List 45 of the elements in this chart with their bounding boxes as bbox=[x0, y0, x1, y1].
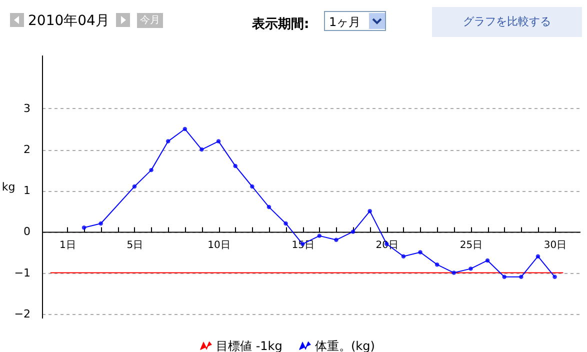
y-tick-label: −2 bbox=[14, 307, 30, 320]
x-tick-label: 30日 bbox=[544, 240, 567, 252]
x-tick-label: 20日 bbox=[376, 240, 399, 252]
x-tick-label: 10日 bbox=[208, 240, 230, 252]
point bbox=[166, 139, 170, 144]
y-tick-label: 1 bbox=[24, 184, 30, 198]
point bbox=[149, 168, 154, 172]
point bbox=[502, 274, 506, 280]
text: グラフを比較する bbox=[432, 7, 582, 37]
text: 表示期間: bbox=[252, 16, 310, 33]
point bbox=[82, 225, 86, 230]
point bbox=[350, 230, 356, 234]
x-tick-label: 5日 bbox=[126, 240, 144, 252]
point bbox=[284, 221, 288, 226]
point bbox=[368, 209, 372, 214]
point bbox=[98, 221, 103, 226]
point bbox=[434, 262, 440, 267]
point bbox=[132, 184, 137, 189]
y-tick-label: 0 bbox=[24, 225, 30, 238]
point bbox=[250, 184, 254, 189]
x-tick-label: 15日 bbox=[292, 240, 314, 252]
point bbox=[552, 274, 557, 280]
x-tick-label: 25日 bbox=[460, 240, 483, 252]
point bbox=[536, 254, 540, 258]
point bbox=[233, 164, 238, 168]
point bbox=[519, 274, 524, 280]
point bbox=[266, 204, 272, 210]
text: 今月 bbox=[137, 13, 163, 28]
point bbox=[200, 147, 204, 152]
point bbox=[182, 126, 188, 132]
y-tick-label: 2 bbox=[24, 143, 30, 156]
point bbox=[334, 238, 338, 242]
point bbox=[216, 139, 221, 144]
point bbox=[452, 270, 456, 275]
y-tick-label: −1 bbox=[14, 266, 30, 280]
y-axis-title: kg bbox=[2, 180, 16, 194]
point bbox=[418, 250, 422, 254]
text: 1ヶ月 bbox=[329, 14, 361, 31]
y-tick-label: 3 bbox=[24, 102, 30, 115]
point bbox=[401, 254, 406, 258]
x-tick-label: 1日 bbox=[60, 240, 76, 252]
point bbox=[485, 258, 490, 263]
point bbox=[468, 266, 473, 271]
chart-title: 2010年04月 bbox=[28, 12, 110, 30]
point bbox=[317, 234, 322, 238]
